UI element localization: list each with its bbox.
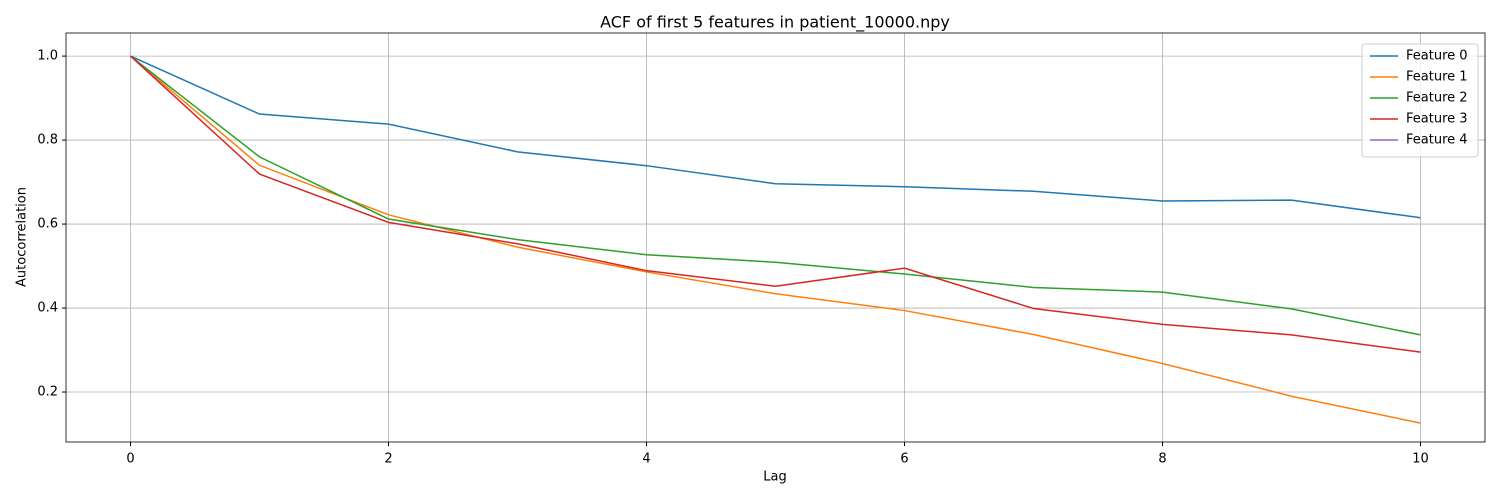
x-tick-label: 0 xyxy=(126,452,134,467)
legend-label: Feature 1 xyxy=(1406,70,1468,85)
series-line xyxy=(130,55,1421,424)
x-tick-label: 4 xyxy=(642,452,650,467)
y-tick-label: 0.6 xyxy=(37,217,58,232)
y-tick-label: 0.8 xyxy=(37,133,58,148)
series-line xyxy=(130,55,1421,336)
legend-label: Feature 0 xyxy=(1406,49,1468,64)
series-line xyxy=(130,55,1421,219)
x-tick-label: 6 xyxy=(900,452,908,467)
x-axis-label: Lag xyxy=(763,470,786,485)
legend-label: Feature 2 xyxy=(1406,91,1468,106)
legend-box xyxy=(1361,43,1479,158)
y-tick-label: 1.0 xyxy=(37,49,58,64)
series-line xyxy=(129,55,1421,353)
chart-title: ACF of first 5 features in patient_10000… xyxy=(600,13,950,33)
x-tick-label: 8 xyxy=(1158,452,1166,467)
y-tick-label: 0.2 xyxy=(37,385,58,400)
y-tick-label: 0.4 xyxy=(37,301,58,316)
plot-frame xyxy=(65,32,1486,443)
legend-label: Feature 3 xyxy=(1406,112,1468,127)
y-axis-label: Autocorrelation xyxy=(15,187,30,287)
x-tick-label: 10 xyxy=(1412,452,1429,467)
legend-label: Feature 4 xyxy=(1406,133,1468,148)
x-tick-label: 2 xyxy=(384,452,392,467)
legend: Feature 0 Feature 1 Feature 2 Feature 3 Feat… xyxy=(1361,43,1479,158)
